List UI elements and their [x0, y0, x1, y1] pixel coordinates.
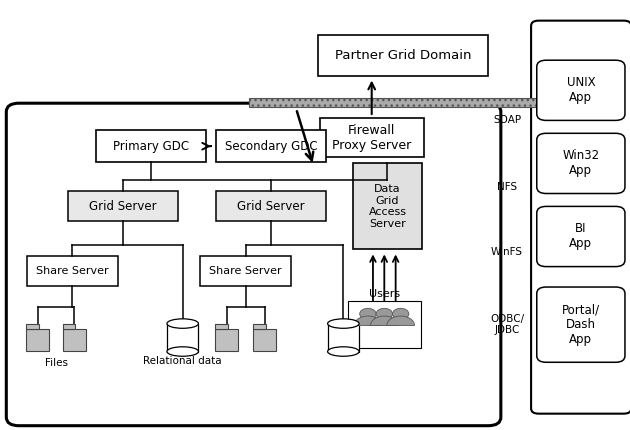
Text: Users: Users [369, 289, 400, 299]
Bar [215, 191, 326, 221]
Bar [215, 130, 326, 162]
Text: UNIX
App: UNIX App [566, 76, 595, 104]
Text: Share Server: Share Server [209, 266, 282, 276]
Bar [253, 329, 276, 351]
Bar [68, 191, 178, 221]
Wedge shape [387, 316, 415, 326]
Ellipse shape [328, 319, 359, 329]
Bar [253, 324, 266, 329]
Bar [328, 323, 359, 352]
Bar [63, 324, 76, 329]
Text: WinFS: WinFS [491, 246, 523, 257]
Bar [200, 256, 291, 286]
Ellipse shape [328, 347, 359, 356]
Circle shape [392, 308, 409, 319]
FancyBboxPatch shape [537, 133, 625, 194]
Bar [348, 301, 421, 348]
Bar [167, 323, 198, 352]
Text: ODBC/
JDBC: ODBC/ JDBC [490, 314, 524, 335]
Text: BI
App: BI App [570, 222, 592, 251]
FancyBboxPatch shape [537, 287, 625, 362]
Text: Data
Grid
Access
Server: Data Grid Access Server [369, 184, 406, 229]
Text: Grid Server: Grid Server [89, 200, 157, 213]
Bar [26, 329, 49, 351]
FancyBboxPatch shape [537, 206, 625, 267]
FancyBboxPatch shape [6, 103, 501, 426]
Text: Firewall
Proxy Server: Firewall Proxy Server [332, 123, 411, 152]
Bar [27, 256, 118, 286]
Text: SOAP: SOAP [493, 115, 521, 126]
Bar [353, 163, 422, 249]
Circle shape [360, 308, 376, 319]
Circle shape [376, 308, 392, 319]
Text: Relational data: Relational data [144, 356, 222, 366]
Bar [26, 324, 39, 329]
Text: NFS: NFS [497, 182, 517, 192]
Text: Grid Server: Grid Server [237, 200, 305, 213]
Bar [63, 329, 86, 351]
Ellipse shape [167, 319, 198, 329]
Text: Share Server: Share Server [36, 266, 109, 276]
Wedge shape [370, 316, 398, 326]
Wedge shape [354, 316, 382, 326]
FancyBboxPatch shape [531, 21, 630, 414]
Bar [215, 329, 238, 351]
Bar [96, 130, 207, 162]
Bar [215, 324, 228, 329]
Text: Secondary GDC: Secondary GDC [224, 140, 318, 153]
Bar [318, 36, 488, 77]
Bar [319, 118, 423, 157]
Bar [249, 98, 548, 107]
Text: Partner Grid Domain: Partner Grid Domain [335, 49, 471, 62]
Text: Win32
App: Win32 App [563, 149, 599, 178]
Text: Portal/
Dash
App: Portal/ Dash App [562, 303, 600, 346]
Text: Files: Files [45, 358, 68, 369]
FancyBboxPatch shape [537, 60, 625, 120]
Text: Primary GDC: Primary GDC [113, 140, 189, 153]
Ellipse shape [167, 347, 198, 356]
